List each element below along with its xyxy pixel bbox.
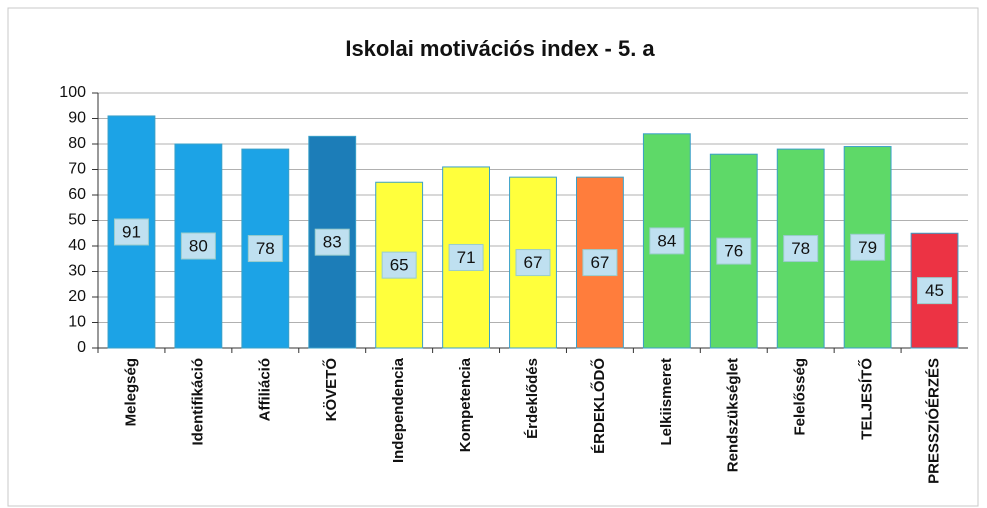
data-label-box: [850, 233, 886, 261]
data-label-box: [448, 243, 484, 271]
data-label: 80: [189, 236, 208, 255]
data-label: 45: [925, 281, 944, 300]
y-tick-label: 90: [68, 110, 86, 127]
x-tick-label: KÖVETŐ: [322, 358, 340, 422]
data-label: 65: [390, 256, 409, 275]
data-label-box: [247, 235, 283, 263]
y-tick-label: 60: [68, 186, 86, 203]
data-label-box: [582, 249, 618, 277]
data-label: 67: [590, 253, 609, 272]
x-tick-label: Affiliáció: [256, 358, 273, 421]
data-label-box: [917, 277, 953, 305]
data-label-box: [113, 218, 149, 246]
data-label: 83: [323, 233, 342, 252]
data-label: 91: [122, 222, 141, 241]
data-label: 78: [256, 239, 275, 258]
x-tick-label: Independencia: [390, 357, 407, 463]
data-label-box: [783, 235, 819, 263]
y-tick-label: 40: [68, 237, 86, 254]
x-tick-label: Melegség: [122, 358, 139, 426]
data-label-box: [649, 227, 685, 255]
data-label-box: [515, 249, 551, 277]
x-tick-label: Kompetencia: [457, 357, 474, 452]
y-tick-label: 0: [77, 339, 86, 356]
data-label: 84: [657, 231, 676, 250]
x-tick-label: PRESSZIÓÉRZÉS: [925, 358, 943, 484]
data-label-box: [180, 232, 216, 260]
data-label: 67: [524, 253, 543, 272]
data-label: 78: [791, 239, 810, 258]
y-tick-label: 100: [59, 84, 86, 101]
y-tick-label: 70: [68, 161, 86, 178]
data-label: 71: [457, 248, 476, 267]
y-tick-label: 50: [68, 212, 86, 229]
data-label-box: [314, 228, 350, 256]
y-tick-label: 30: [68, 263, 86, 280]
x-tick-label: ÉRDEKLŐDŐ: [590, 358, 608, 454]
x-tick-label: Felelősség: [792, 358, 809, 436]
x-tick-label: Lelkiismeret: [658, 358, 675, 446]
x-tick-label: TELJESÍTŐ: [858, 358, 876, 440]
x-tick-label: Érdeklődés: [524, 358, 541, 439]
y-tick-label: 20: [68, 288, 86, 305]
y-tick-label: 80: [68, 135, 86, 152]
x-tick-label: Rendszükséglet: [725, 358, 742, 472]
x-tick-label: Identifikáció: [189, 358, 206, 446]
y-tick-label: 10: [68, 314, 86, 331]
data-label-box: [716, 237, 752, 265]
data-label: 79: [858, 238, 877, 257]
chart-title: Iskolai motivációs index - 5. a: [345, 36, 655, 61]
data-label: 76: [724, 242, 743, 261]
data-label-box: [381, 251, 417, 279]
